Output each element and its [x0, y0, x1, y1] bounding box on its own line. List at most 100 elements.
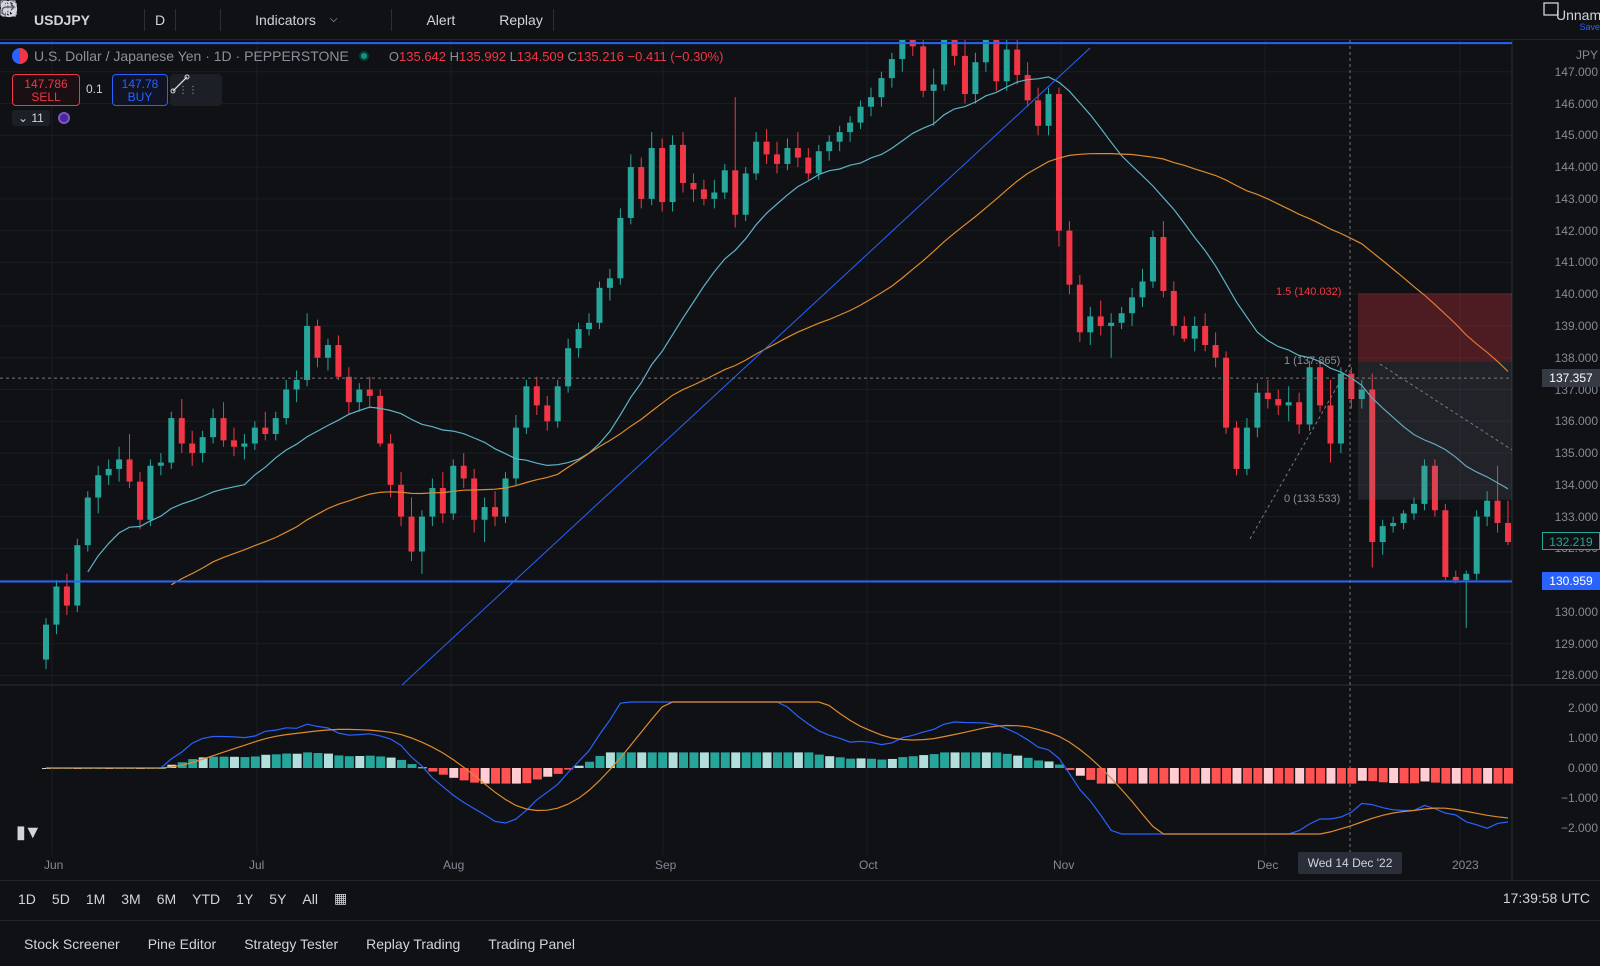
utc-clock[interactable]: 17:39:58 UTC [1502, 890, 1590, 906]
macd-histogram-bar [209, 756, 219, 768]
range-button-1y[interactable]: 1Y [236, 890, 254, 907]
macd-histogram-bar [1013, 755, 1023, 768]
last-price-badge: 132.219 [1542, 532, 1600, 551]
interval-button[interactable]: D [155, 11, 166, 28]
candle-body [1473, 516, 1480, 574]
macd-histogram-bar [1034, 760, 1044, 768]
undo-button[interactable] [1, 0, 598, 40]
macd-histogram-bar [981, 752, 991, 768]
candle-body [63, 586, 70, 606]
range-button-all[interactable]: All [302, 890, 318, 907]
candle-body [492, 507, 499, 517]
redo-button[interactable] [1, 0, 642, 40]
candle-body [815, 151, 822, 174]
macd-histogram-bar [1159, 768, 1169, 784]
macd-histogram-bar [762, 752, 772, 768]
redo-icon [1, 3, 626, 29]
macd-histogram-bar [1065, 768, 1075, 770]
macd-histogram-bar [386, 757, 396, 768]
candle-body [429, 488, 436, 517]
indicators-button[interactable]: Indicators ⌵ [1, 0, 347, 40]
macd-histogram-bar [793, 752, 803, 768]
candle-body [1087, 316, 1094, 333]
macd-histogram-bar [689, 752, 699, 768]
price-axis-label: 134.000 [1554, 477, 1598, 492]
price-axis-label: 145.000 [1554, 128, 1598, 143]
macd-axis-label: 2.000 [1567, 701, 1598, 715]
compare-button[interactable] [0, 0, 144, 40]
macd-histogram-bar [449, 768, 459, 778]
target-zone [1358, 362, 1512, 500]
replay-button[interactable]: Replay [0, 0, 553, 40]
alert-button[interactable]: Alert [1, 0, 465, 40]
sell-button[interactable]: 147.786 SELL [12, 74, 80, 106]
candle-body [408, 516, 415, 552]
candle-body [1337, 373, 1344, 444]
macd-histogram-bar [1054, 764, 1064, 768]
price-axis-currency[interactable]: JPY [1575, 48, 1598, 62]
symbol-name: USDJPY [34, 11, 91, 28]
date-range-icon[interactable]: ▦ [333, 890, 348, 906]
macd-histogram-bar [1096, 768, 1106, 784]
chart-pane[interactable] [0, 40, 1600, 880]
macd-histogram-bar [1211, 768, 1221, 784]
candle-body [126, 459, 133, 482]
range-button-1m[interactable]: 1M [85, 890, 106, 907]
candle-body [272, 418, 279, 434]
tab-trading-panel[interactable]: Trading Panel [488, 935, 575, 952]
order-quantity[interactable]: 0.1 [86, 82, 103, 96]
macd-histogram-bar [1107, 768, 1117, 784]
range-button-3m[interactable]: 3M [121, 890, 141, 907]
tab-strategy-tester[interactable]: Strategy Tester [244, 935, 339, 952]
candle-body [836, 132, 843, 142]
drag-handle-icon[interactable]: ⋮⋮ [178, 84, 198, 96]
price-axis-label: 143.000 [1554, 191, 1598, 206]
crosshair-price-badge: 137.357 [1542, 369, 1600, 388]
candle-body [888, 59, 895, 79]
macd-axis-label: −1.000 [1560, 791, 1598, 805]
macd-histogram-bar [647, 752, 657, 768]
candle-body [1014, 49, 1021, 75]
macd-histogram-bar [929, 754, 939, 768]
macd-histogram-bar [365, 755, 375, 768]
candle-body [230, 440, 237, 447]
candle-body [732, 170, 739, 215]
price-chart[interactable] [0, 40, 1600, 880]
layout-name-button[interactable]: Unnam Save [1556, 8, 1600, 32]
range-button-6m[interactable]: 6M [156, 890, 177, 907]
macd-histogram-bar [1138, 768, 1148, 784]
drawing-tool-widget[interactable]: ⋮⋮ [170, 74, 222, 106]
macd-histogram-bar [417, 767, 427, 769]
candle-body [84, 497, 91, 546]
candle-body [199, 437, 206, 454]
macd-histogram-bar [1128, 768, 1138, 784]
macd-histogram-bar [1378, 768, 1388, 783]
range-button-5d[interactable]: 5D [51, 890, 70, 907]
tab-pine-editor[interactable]: Pine Editor [147, 935, 217, 952]
tab-stock-screener[interactable]: Stock Screener [24, 935, 120, 952]
range-button-5y[interactable]: 5Y [269, 890, 287, 907]
candle-body [774, 154, 780, 164]
macd-histogram-bar [731, 752, 741, 768]
buy-button[interactable]: 147.78 BUY [112, 74, 168, 106]
macd-histogram-bar [710, 752, 720, 768]
chevron-down-icon[interactable]: ⌵ [329, 14, 338, 25]
macd-histogram-bar [1295, 768, 1305, 784]
macd-histogram-bar [564, 768, 574, 770]
chart-type-button[interactable] [2, 0, 220, 40]
macd-histogram-bar [866, 758, 876, 768]
tab-replay-trading[interactable]: Replay Trading [366, 935, 461, 952]
range-button-1d[interactable]: 1D [18, 890, 36, 907]
layouts-button[interactable] [0, 0, 391, 40]
macd-histogram-bar [1462, 768, 1472, 784]
macd-histogram-bar [1263, 768, 1273, 784]
plus-circle-icon [0, 0, 128, 29]
indicators-icon [1, 2, 249, 29]
range-button-ytd[interactable]: YTD [192, 890, 221, 907]
indicator-count-toggle[interactable]: ⌄ 11 [12, 110, 50, 126]
macd-histogram-bar [971, 752, 981, 768]
candle-body [1024, 74, 1031, 101]
candle-body [512, 427, 519, 479]
time-axis-label: Oct [859, 858, 878, 872]
macd-histogram-bar [1472, 768, 1482, 784]
